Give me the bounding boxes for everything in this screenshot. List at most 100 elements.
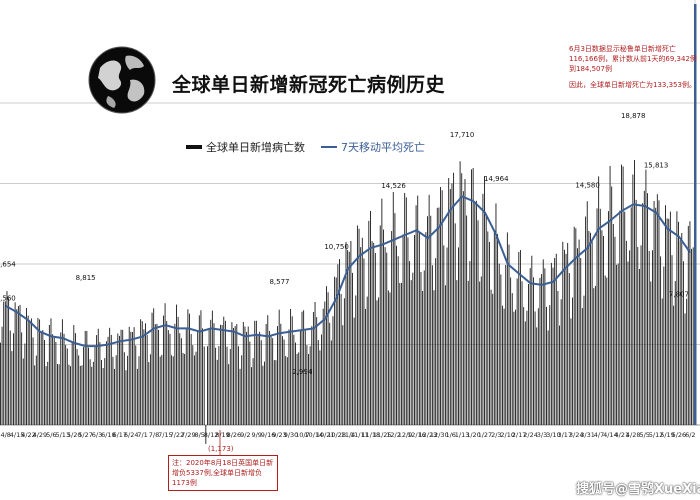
daily-bar	[590, 232, 591, 425]
daily-bar	[244, 326, 246, 425]
x-tick-label: 4/8	[0, 431, 10, 439]
x-tick-label: 6/17	[112, 431, 127, 439]
daily-bar	[99, 342, 101, 425]
daily-bar	[118, 335, 120, 425]
daily-bar	[226, 346, 228, 425]
daily-bar	[550, 262, 552, 425]
x-tick-label: 6/24	[124, 431, 139, 439]
daily-bar	[606, 277, 608, 425]
daily-bar	[637, 247, 639, 425]
value-label: 2,994	[292, 368, 313, 376]
daily-bar	[456, 280, 458, 425]
spike-bar	[694, 4, 697, 425]
value-label: 7,807	[669, 290, 689, 298]
daily-bar	[58, 364, 60, 425]
daily-bar	[560, 299, 562, 425]
daily-bar	[158, 329, 160, 425]
daily-bar	[180, 338, 182, 425]
daily-bar	[42, 330, 44, 425]
daily-bar	[586, 201, 588, 425]
daily-bar	[531, 255, 533, 425]
daily-bar	[242, 321, 244, 425]
daily-bar	[161, 354, 163, 425]
daily-bar	[397, 256, 399, 425]
daily-bar	[146, 335, 148, 425]
daily-bar	[6, 291, 8, 425]
daily-bar	[241, 355, 243, 425]
daily-bar	[262, 365, 264, 425]
daily-bar	[638, 268, 640, 425]
daily-bar	[518, 251, 520, 425]
daily-bar	[387, 290, 389, 425]
value-label: 14,526	[381, 182, 406, 190]
daily-bar	[533, 277, 534, 425]
daily-bar	[519, 250, 521, 425]
daily-bar	[327, 292, 329, 425]
x-tick-label: 5/6	[46, 431, 56, 439]
spike-bar-peru	[694, 4, 697, 425]
daily-bar	[138, 356, 140, 425]
daily-bar	[614, 236, 616, 425]
daily-bar	[598, 176, 600, 425]
daily-bar	[596, 208, 598, 425]
daily-bar	[345, 242, 347, 425]
daily-bar	[546, 306, 547, 425]
daily-bar	[650, 281, 652, 425]
daily-bar	[464, 179, 466, 425]
daily-bar	[459, 161, 461, 425]
daily-bar	[503, 308, 505, 425]
daily-bar	[524, 321, 526, 425]
daily-bar	[642, 203, 644, 425]
legend: 全球单日新增病亡数 7天移动平均死亡	[186, 139, 425, 155]
daily-bar	[557, 291, 559, 425]
daily-bar	[616, 264, 618, 425]
daily-bar	[583, 295, 585, 425]
daily-bar	[417, 195, 419, 425]
daily-bar	[687, 225, 689, 425]
daily-bar	[356, 225, 358, 425]
daily-bar	[634, 160, 635, 425]
value-label: 8,815	[76, 274, 96, 282]
daily-bar	[472, 167, 474, 425]
daily-bar	[132, 332, 133, 425]
peru-annotation-text-2: 因此，全球单日新增死亡为133,353例。	[569, 81, 696, 89]
daily-bar	[547, 330, 549, 425]
daily-bar	[288, 329, 290, 425]
daily-bar	[223, 316, 225, 425]
daily-bar	[686, 298, 688, 425]
daily-bar	[431, 265, 433, 425]
daily-bar	[661, 298, 663, 425]
value-label: 8,577	[269, 278, 289, 286]
daily-bar	[198, 315, 200, 425]
x-tick-label: 2/10	[500, 431, 515, 439]
daily-bar	[580, 258, 582, 425]
daily-bar	[409, 261, 411, 425]
daily-bar	[86, 330, 88, 425]
value-label: 15,813	[644, 161, 669, 169]
daily-bar	[164, 303, 166, 425]
daily-bar	[381, 198, 383, 425]
x-tick-label: 8/5	[194, 431, 204, 439]
daily-bar	[48, 325, 50, 425]
daily-bar	[179, 333, 181, 425]
daily-bar	[572, 297, 574, 425]
daily-bar	[237, 346, 239, 425]
daily-bar	[295, 342, 296, 425]
x-tick-label: 6/3	[92, 431, 102, 439]
daily-bar	[135, 345, 137, 425]
daily-bar	[102, 368, 104, 425]
daily-bar	[260, 340, 262, 425]
x-tick-label: 3/3	[537, 431, 547, 439]
daily-bar	[249, 341, 251, 425]
daily-bar	[53, 337, 55, 425]
daily-bar	[68, 364, 70, 425]
daily-bar	[153, 308, 155, 425]
x-tick-label: 7/1	[137, 431, 147, 439]
daily-bar	[52, 334, 54, 425]
daily-bar	[632, 174, 634, 425]
daily-bar	[563, 249, 565, 425]
daily-bar	[337, 264, 339, 425]
daily-bar	[136, 368, 138, 425]
daily-bar	[394, 213, 396, 425]
x-tick-label: 2/17	[512, 431, 527, 439]
